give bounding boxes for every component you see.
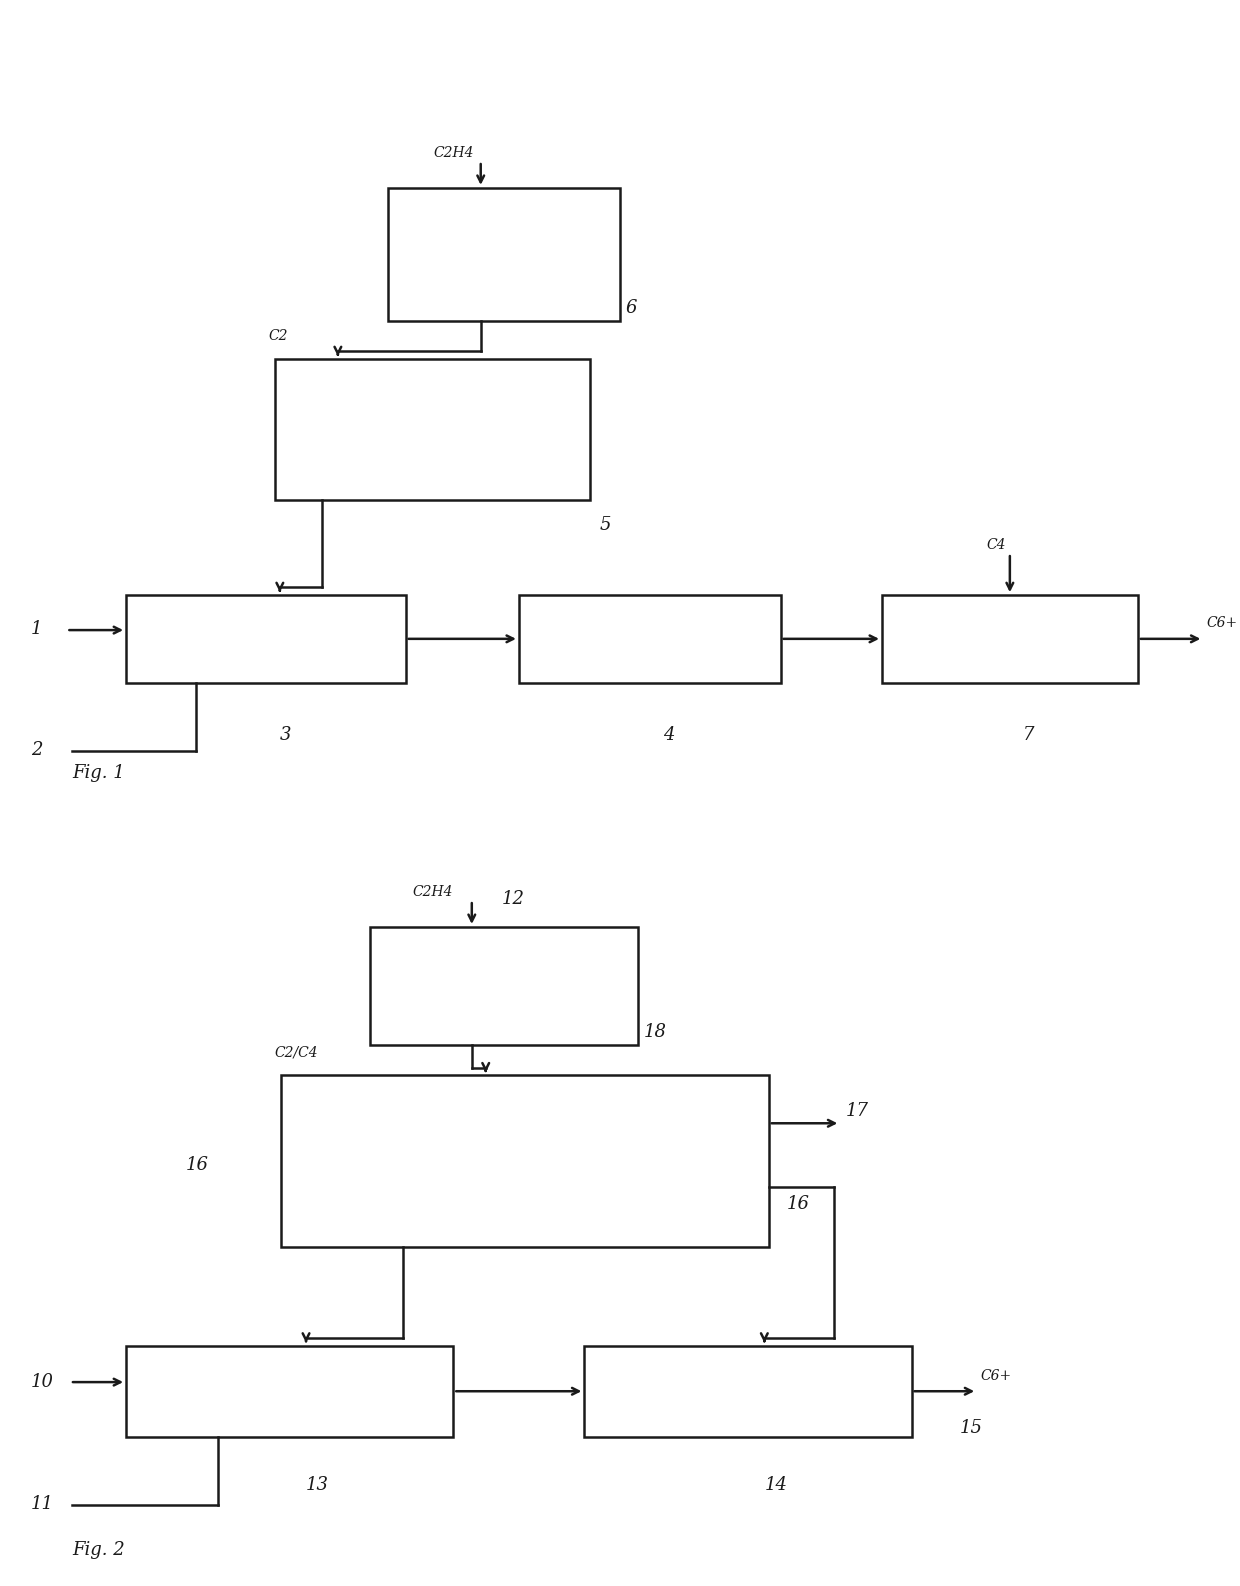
Bar — [275, 358, 590, 500]
Text: C2/C4: C2/C4 — [275, 1045, 319, 1059]
Text: 17: 17 — [846, 1102, 869, 1120]
Text: 16: 16 — [786, 1196, 810, 1213]
Text: 1: 1 — [31, 620, 42, 639]
Text: C2H4: C2H4 — [412, 885, 453, 899]
Text: C4: C4 — [986, 538, 1006, 552]
Text: 12: 12 — [501, 890, 525, 909]
Text: 10: 10 — [31, 1372, 53, 1391]
Bar — [518, 595, 781, 682]
Bar — [280, 1075, 769, 1247]
Text: 18: 18 — [644, 1023, 667, 1042]
Text: 16: 16 — [186, 1156, 208, 1174]
Bar — [126, 1345, 454, 1437]
Bar — [370, 926, 637, 1045]
Text: 3: 3 — [280, 726, 291, 744]
Bar — [584, 1345, 911, 1437]
Bar — [126, 595, 405, 682]
Text: 7: 7 — [1023, 726, 1034, 744]
Text: C2: C2 — [269, 328, 289, 343]
Text: 15: 15 — [960, 1419, 982, 1437]
Text: 2: 2 — [31, 741, 42, 760]
Text: 14: 14 — [764, 1477, 787, 1494]
Text: 6: 6 — [626, 300, 637, 317]
Text: 13: 13 — [306, 1477, 329, 1494]
Text: 11: 11 — [31, 1496, 53, 1513]
Text: C6+: C6+ — [981, 1369, 1012, 1383]
Text: C2H4: C2H4 — [433, 146, 474, 160]
Bar — [882, 595, 1138, 682]
Bar — [388, 187, 620, 320]
Text: Fig. 2: Fig. 2 — [72, 1542, 125, 1559]
Text: 4: 4 — [663, 726, 675, 744]
Text: Fig. 1: Fig. 1 — [72, 764, 125, 782]
Text: C6+: C6+ — [1207, 617, 1238, 630]
Text: 5: 5 — [600, 517, 611, 534]
